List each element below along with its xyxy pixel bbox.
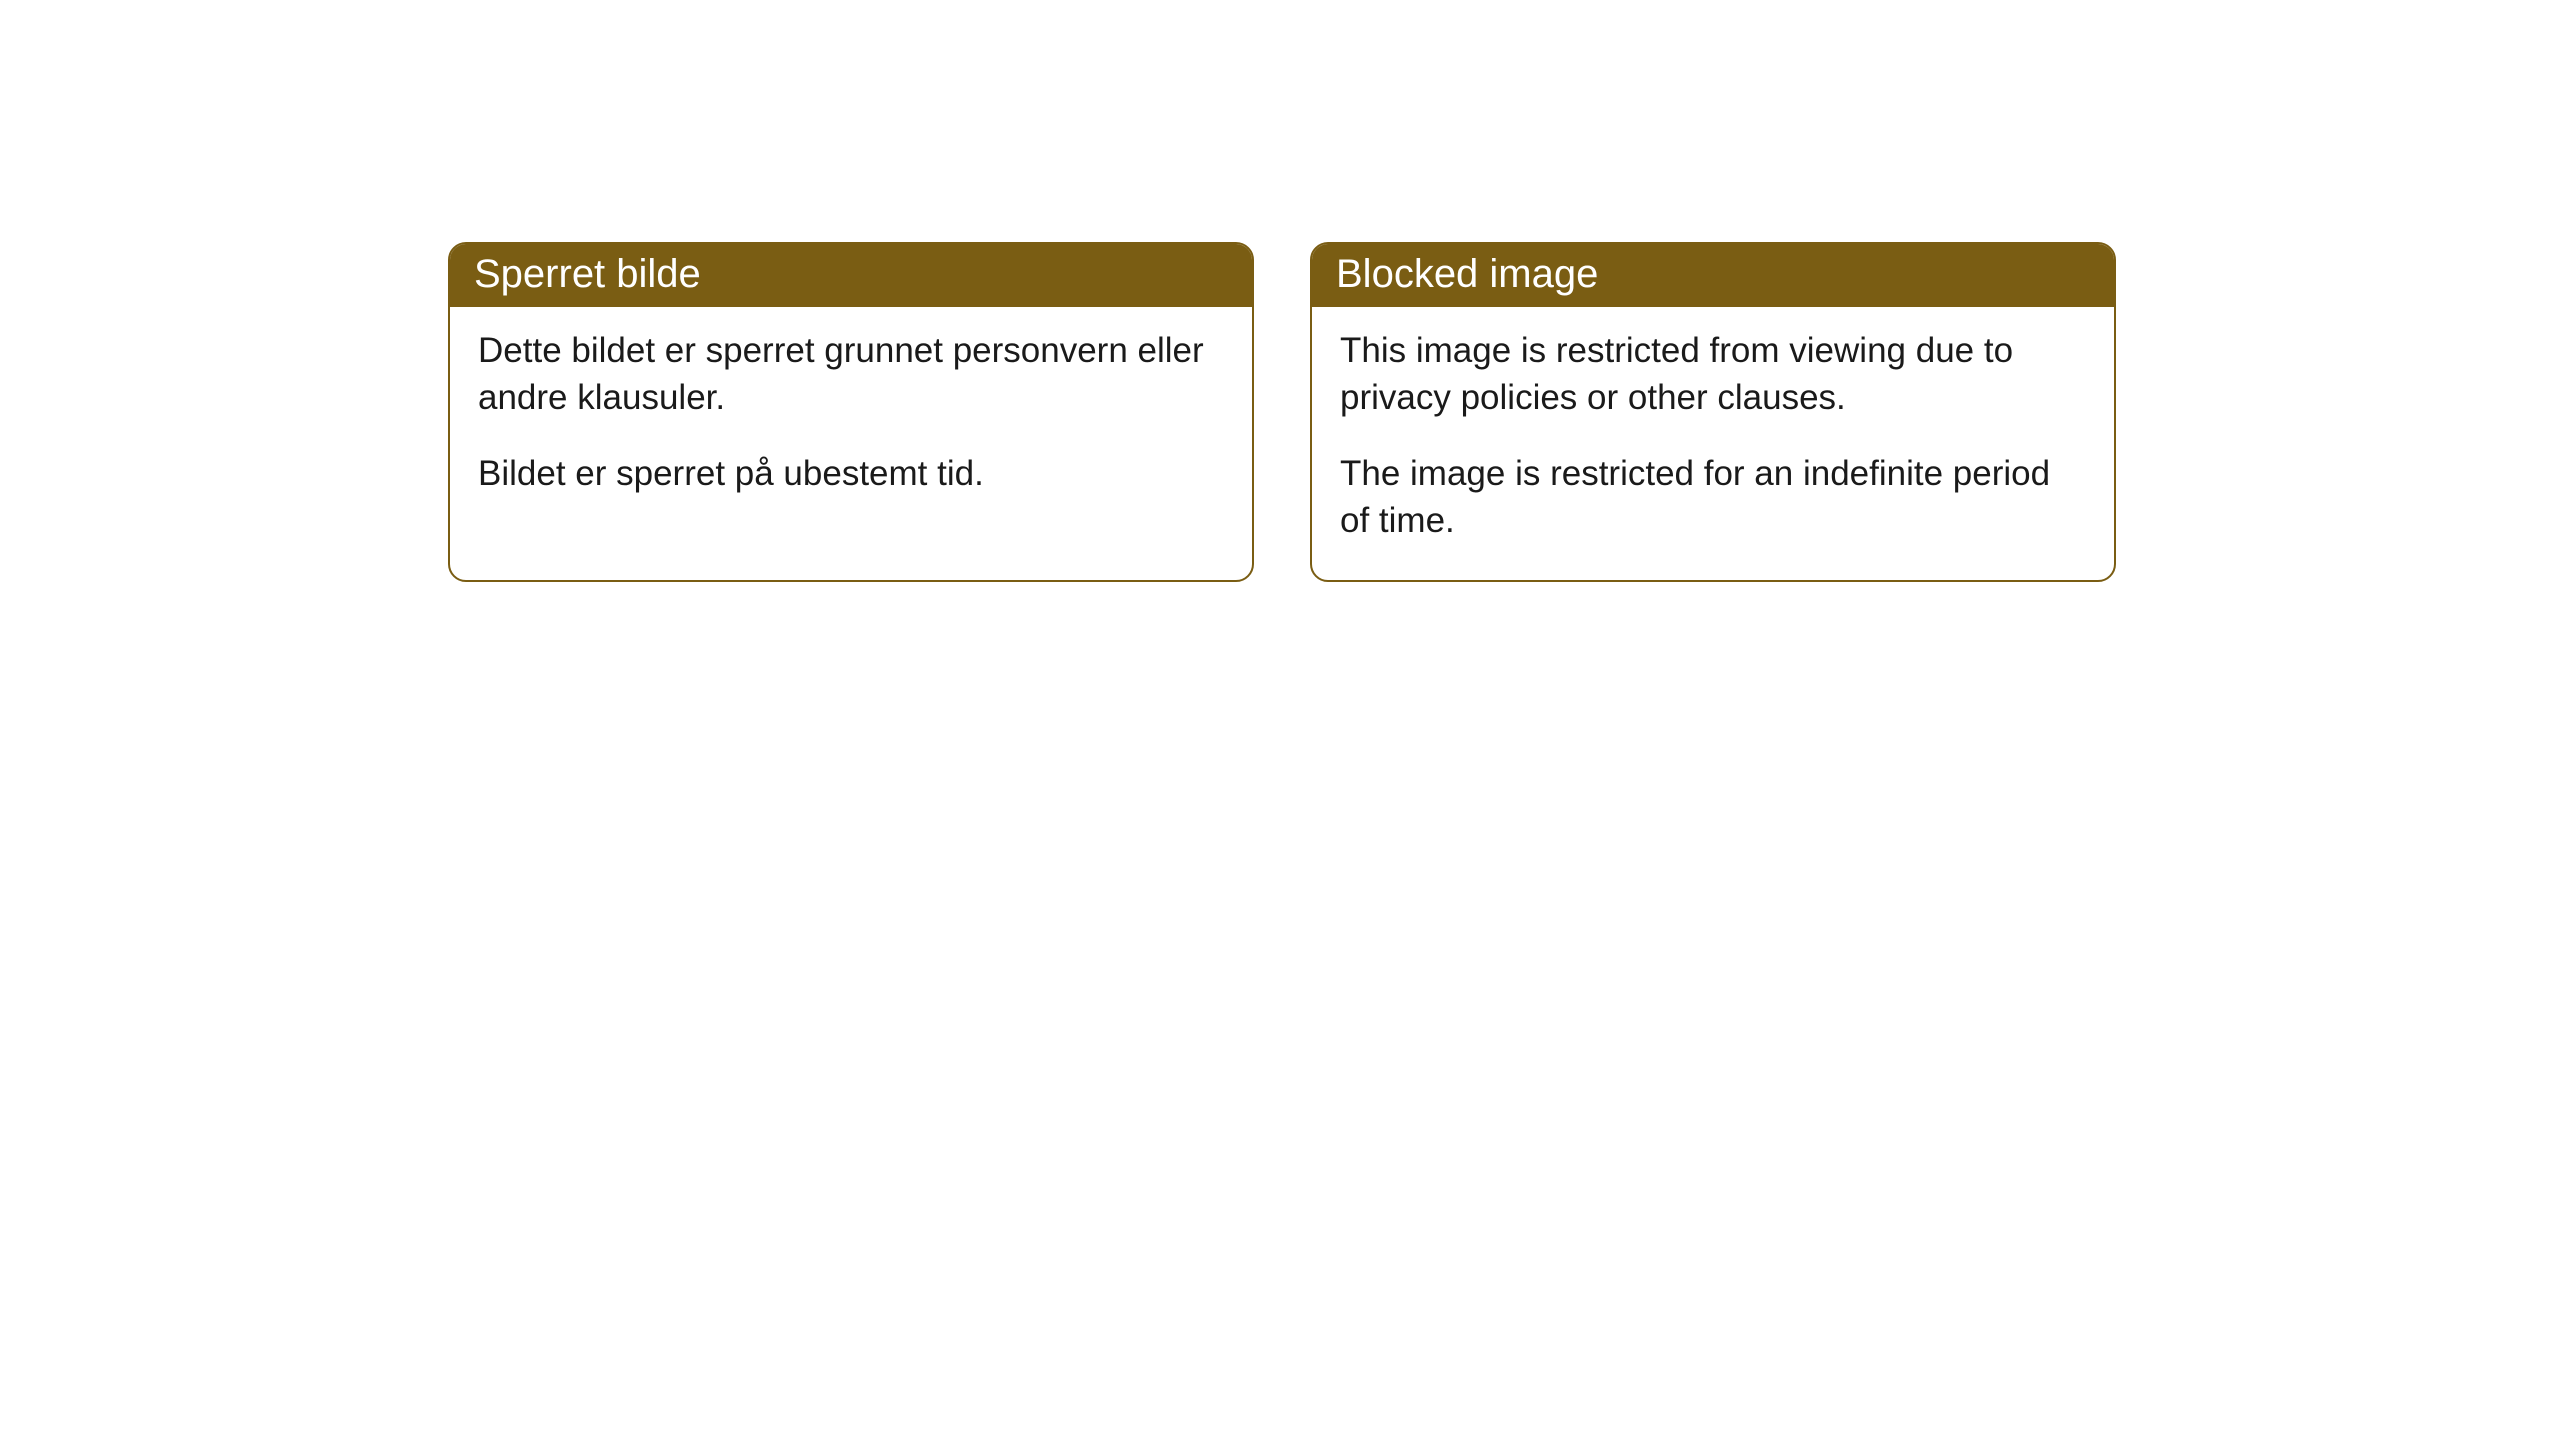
card-paragraph: This image is restricted from viewing du… [1340, 327, 2086, 422]
card-paragraph: The image is restricted for an indefinit… [1340, 450, 2086, 545]
card-body: This image is restricted from viewing du… [1312, 307, 2114, 580]
notice-cards-container: Sperret bilde Dette bildet er sperret gr… [448, 242, 2116, 582]
card-header: Sperret bilde [450, 244, 1252, 307]
notice-card-english: Blocked image This image is restricted f… [1310, 242, 2116, 582]
notice-card-norwegian: Sperret bilde Dette bildet er sperret gr… [448, 242, 1254, 582]
card-body: Dette bildet er sperret grunnet personve… [450, 307, 1252, 533]
card-title: Blocked image [1336, 252, 1598, 296]
card-title: Sperret bilde [474, 252, 701, 296]
card-paragraph: Bildet er sperret på ubestemt tid. [478, 450, 1224, 497]
card-paragraph: Dette bildet er sperret grunnet personve… [478, 327, 1224, 422]
card-header: Blocked image [1312, 244, 2114, 307]
